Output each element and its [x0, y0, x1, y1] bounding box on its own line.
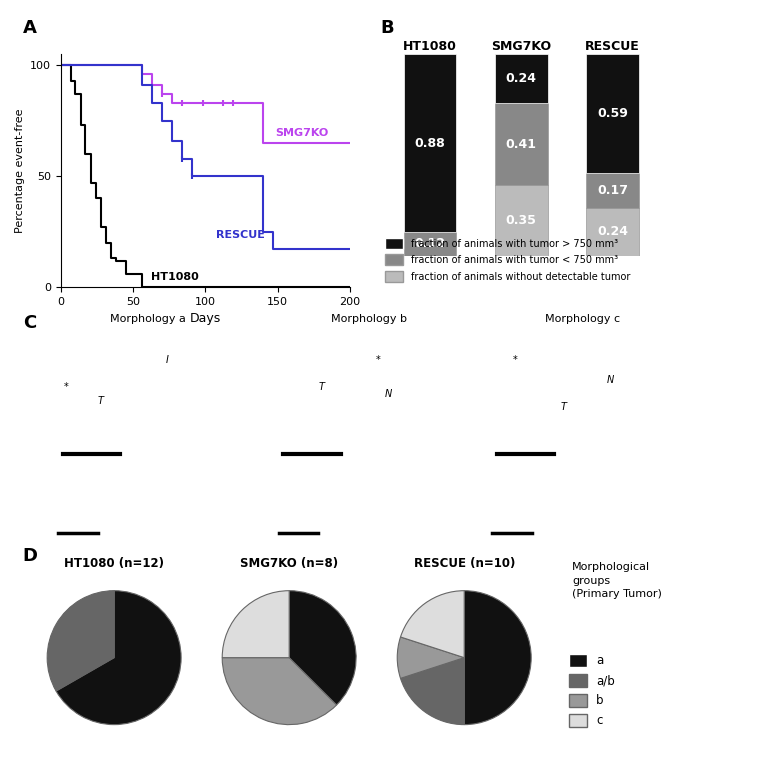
Text: B: B — [380, 19, 394, 37]
Wedge shape — [47, 591, 114, 691]
Wedge shape — [289, 591, 356, 705]
Text: *: * — [513, 355, 518, 365]
Y-axis label: Percentage event-free: Percentage event-free — [14, 109, 24, 233]
Wedge shape — [222, 591, 289, 657]
Text: 0.12: 0.12 — [415, 237, 445, 251]
Title: Morphology c: Morphology c — [545, 314, 619, 324]
Text: SMG7KO: SMG7KO — [275, 128, 328, 138]
Title: HT1080: HT1080 — [403, 40, 457, 53]
Text: I: I — [166, 355, 169, 365]
Text: D: D — [23, 547, 38, 565]
Bar — [586, 54, 639, 173]
Text: HT1080: HT1080 — [151, 272, 199, 282]
Text: C: C — [23, 314, 36, 332]
Wedge shape — [56, 591, 181, 725]
Wedge shape — [464, 591, 531, 725]
Text: N: N — [384, 389, 392, 399]
Wedge shape — [400, 657, 464, 725]
Bar — [403, 232, 457, 256]
Wedge shape — [222, 657, 336, 725]
Text: T: T — [98, 396, 103, 406]
Bar — [586, 173, 639, 208]
Text: Morphological
groups
(Primary Tumor): Morphological groups (Primary Tumor) — [572, 563, 662, 599]
Bar — [495, 54, 548, 102]
Title: Morphology b: Morphology b — [331, 314, 407, 324]
Title: HT1080 (n=12): HT1080 (n=12) — [64, 557, 164, 570]
Text: T: T — [560, 403, 566, 412]
Text: 0.17: 0.17 — [597, 184, 628, 197]
Title: SMG7KO (n=8): SMG7KO (n=8) — [240, 557, 338, 570]
Text: *: * — [64, 382, 69, 392]
Legend: fraction of animals with tumor > 750 mm³, fraction of animals with tumor < 750 m: fraction of animals with tumor > 750 mm³… — [385, 237, 630, 282]
Wedge shape — [400, 591, 464, 657]
Bar — [586, 208, 639, 256]
Title: SMG7KO: SMG7KO — [491, 40, 552, 53]
Text: T: T — [319, 382, 324, 392]
Text: 0.88: 0.88 — [415, 137, 445, 150]
Text: 0.35: 0.35 — [506, 214, 537, 227]
Title: RESCUE: RESCUE — [585, 40, 640, 53]
Text: 0.41: 0.41 — [506, 137, 537, 151]
Text: 0.59: 0.59 — [597, 107, 628, 120]
Bar — [495, 102, 548, 185]
Text: RESCUE: RESCUE — [215, 230, 265, 241]
Wedge shape — [397, 637, 464, 678]
Text: N: N — [607, 376, 614, 385]
Text: A: A — [23, 19, 37, 37]
X-axis label: Days: Days — [189, 313, 221, 325]
Bar — [495, 185, 548, 256]
Title: RESCUE (n=10): RESCUE (n=10) — [413, 557, 515, 570]
Text: 0.24: 0.24 — [506, 72, 537, 85]
Title: Morphology a: Morphology a — [110, 314, 186, 324]
Text: *: * — [376, 355, 381, 365]
Legend: a, a/b, b, c: a, a/b, b, c — [569, 654, 615, 727]
Bar — [403, 54, 457, 232]
Text: 0.24: 0.24 — [597, 225, 628, 238]
